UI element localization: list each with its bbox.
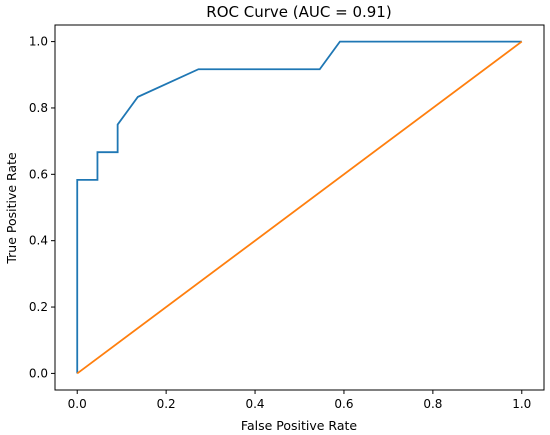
diagonal-reference-line <box>76 40 523 375</box>
series-layer <box>76 40 523 375</box>
x-tick-label: 0.2 <box>157 397 176 411</box>
y-axis: 0.0 0.2 0.4 0.6 0.8 1.0 <box>29 35 55 380</box>
x-tick-label: 1.0 <box>512 397 531 411</box>
x-axis: 0.0 0.2 0.4 0.6 0.8 1.0 <box>68 390 531 411</box>
x-tick-label: 0.8 <box>423 397 442 411</box>
x-axis-label: False Positive Rate <box>241 418 357 433</box>
x-tick-label: 0.0 <box>68 397 87 411</box>
y-tick-label: 0.0 <box>29 366 48 380</box>
y-tick-label: 0.8 <box>29 101 48 115</box>
roc-curve-line <box>76 40 522 374</box>
y-tick-label: 0.2 <box>29 300 48 314</box>
x-tick-label: 0.4 <box>245 397 264 411</box>
plot-area <box>54 24 545 391</box>
y-tick-label: 0.4 <box>29 234 48 248</box>
y-tick-label: 0.6 <box>29 167 48 181</box>
y-tick-label: 1.0 <box>29 35 48 49</box>
y-axis-label: True Positive Rate <box>4 152 19 265</box>
chart-title: ROC Curve (AUC = 0.91) <box>206 3 391 21</box>
x-tick-label: 0.6 <box>334 397 353 411</box>
